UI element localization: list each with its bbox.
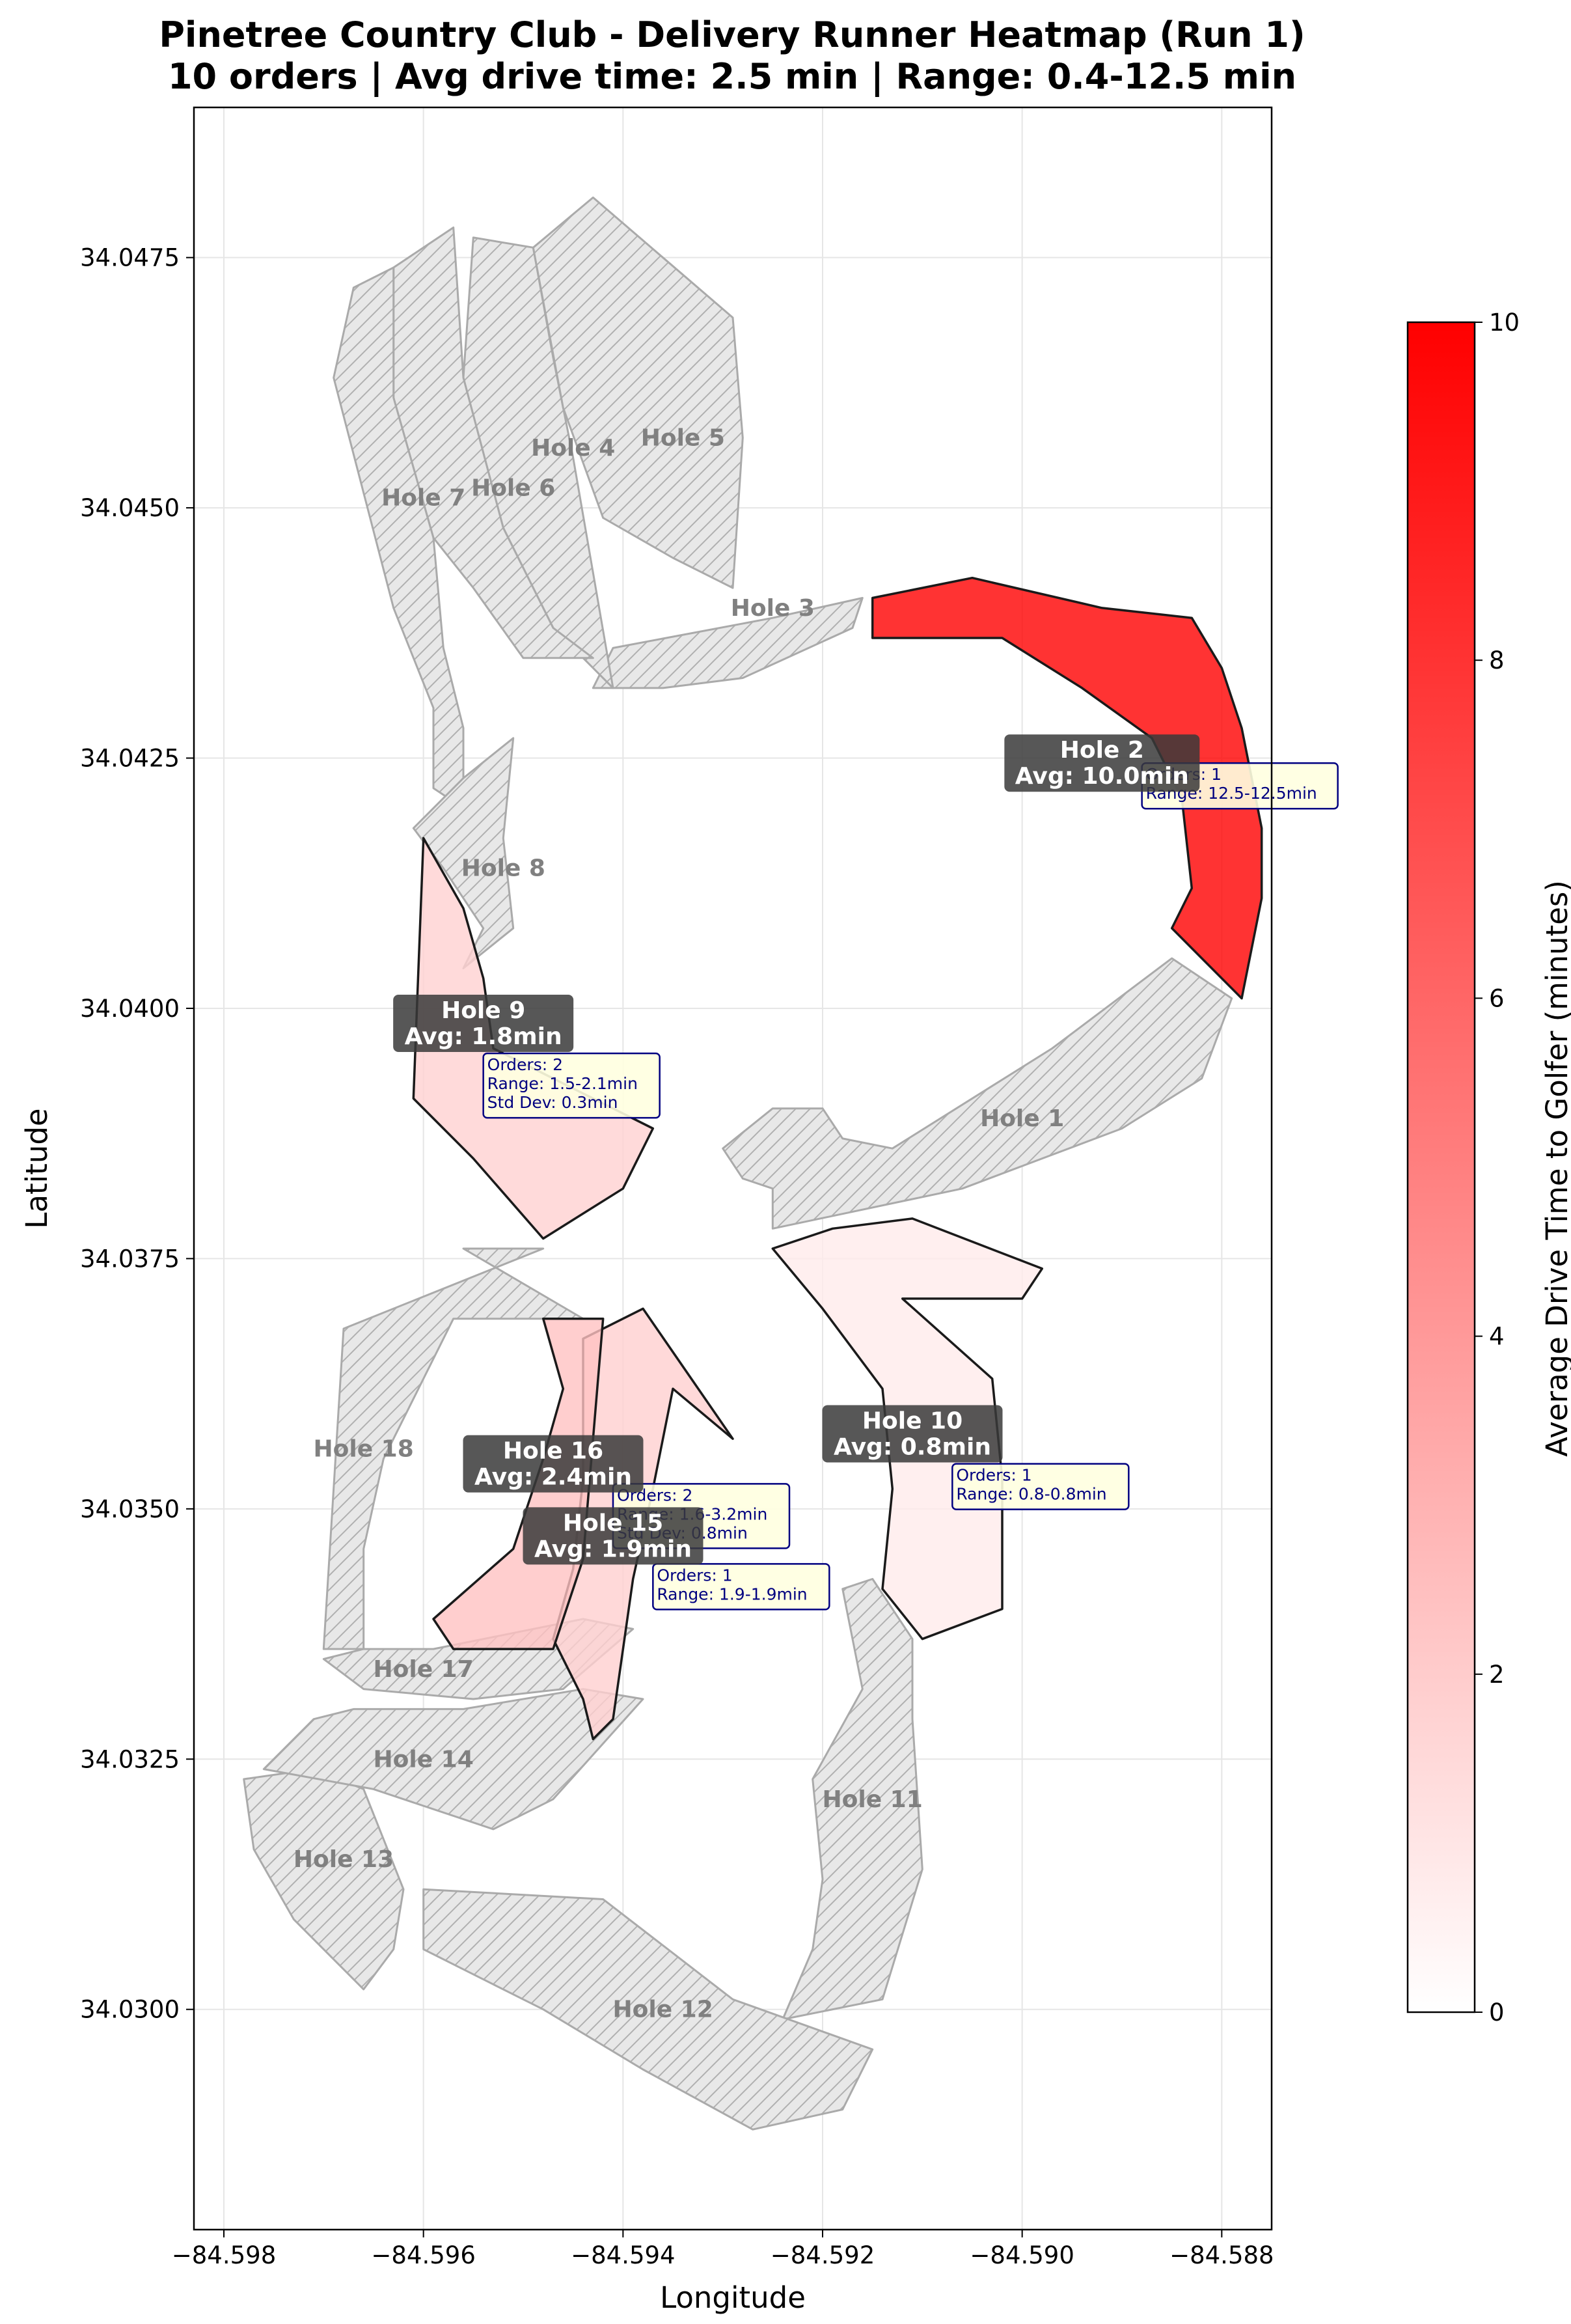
y-tick-label: 34.0350 <box>80 1495 180 1523</box>
y-axis-ticks: 34.0300 34.0325 34.0350 34.0375 34.0400 34.04… <box>80 244 194 2024</box>
x-tick-label: −84.590 <box>970 2241 1074 2269</box>
y-tick-label: 34.0375 <box>80 1245 180 1273</box>
y-tick-label: 34.0475 <box>80 244 180 272</box>
colorbar-tick-label: 2 <box>1489 1661 1505 1689</box>
hole-9-badge-line: Avg: 1.8min <box>405 1023 562 1050</box>
hole-8-region <box>412 737 515 969</box>
hole-5-label: Hole 5 <box>641 424 725 451</box>
hole-15-info-line: Range: 1.9-1.9min <box>657 1584 807 1603</box>
hole-9-info-line: Orders: 2 <box>487 1055 563 1074</box>
y-tick-label: 34.0300 <box>80 1996 180 2024</box>
hole-9-badge-line: Hole 9 <box>441 997 525 1024</box>
x-tick-label: −84.596 <box>371 2241 475 2269</box>
hole-13-label: Hole 13 <box>294 1846 394 1873</box>
chart-subtitle: 10 orders | Avg drive time: 2.5 min | Ra… <box>168 56 1296 97</box>
colorbar-tick-label: 10 <box>1489 309 1520 337</box>
x-tick-label: −84.598 <box>172 2241 276 2269</box>
colorbar <box>1406 321 1476 2013</box>
hole-18-label: Hole 18 <box>314 1436 414 1463</box>
hole-10-badge-line: Hole 10 <box>862 1408 963 1435</box>
x-tick-label: −84.594 <box>571 2241 675 2269</box>
hole-5-region <box>532 196 744 589</box>
hole-2-badge-line: Hole 2 <box>1060 737 1144 764</box>
hole-9-badge-box <box>393 995 574 1053</box>
hole-11-label: Hole 11 <box>823 1786 923 1813</box>
hole-2-badge-box <box>1004 734 1200 792</box>
colorbar-tick-label: 4 <box>1489 1323 1505 1351</box>
x-axis-label: Longitude <box>660 2280 806 2315</box>
hole-16-badge-box <box>463 1435 644 1493</box>
hole-12-region <box>422 1888 874 2131</box>
hole-11-region <box>782 1578 923 2021</box>
hole-15-badge-line: Avg: 1.9min <box>534 1536 692 1562</box>
hole-2-heat-region <box>871 576 1263 1000</box>
y-tick-label: 34.0425 <box>80 745 180 773</box>
hole-9-heat-region <box>412 837 655 1240</box>
y-tick-label: 34.0450 <box>80 494 180 522</box>
y-tick-label: 34.0325 <box>80 1745 180 1773</box>
hole-10-badge-line: Avg: 0.8min <box>834 1434 991 1461</box>
hole-1-label: Hole 1 <box>980 1105 1064 1132</box>
chart-title: Pinetree Country Club - Delivery Runner … <box>159 14 1305 55</box>
colorbar-tick-label: 0 <box>1489 1999 1505 2027</box>
colorbar-tick-label: 6 <box>1489 984 1505 1012</box>
hole-14-label: Hole 14 <box>374 1746 474 1773</box>
hole-9-info-line: Std Dev: 0.3min <box>487 1093 618 1112</box>
hole-17-label: Hole 17 <box>374 1656 474 1683</box>
x-tick-label: −84.588 <box>1169 2241 1274 2269</box>
hole-6-label: Hole 6 <box>471 475 555 501</box>
hole-1-region <box>722 957 1233 1230</box>
colorbar-label: Average Drive Time to Golfer (minutes) <box>1540 880 1571 1457</box>
hole-12-label: Hole 12 <box>613 1997 713 2023</box>
hole-9-info-line: Range: 1.5-2.1min <box>487 1074 638 1093</box>
hole-15-badge-line: Hole 15 <box>563 1510 663 1536</box>
hole-16-badge-line: Avg: 2.4min <box>474 1464 632 1491</box>
colorbar-tick-label: 8 <box>1489 646 1505 674</box>
hole-7-label: Hole 7 <box>381 485 465 512</box>
hole-15-info-box <box>652 1563 830 1611</box>
hole-2-badge-line: Avg: 10.0min <box>1015 763 1189 790</box>
hole-15-info-line: Orders: 1 <box>657 1566 732 1584</box>
hole-10-info-box <box>951 1463 1130 1510</box>
hole-4-label: Hole 4 <box>531 435 615 462</box>
hole-16-badge-line: Hole 16 <box>503 1438 603 1465</box>
hole-3-label: Hole 3 <box>731 595 815 622</box>
hole-15-badge-box <box>523 1507 704 1565</box>
hole-18-region <box>322 1247 584 1650</box>
y-tick-label: 34.0400 <box>80 995 180 1023</box>
hole-3-region <box>592 597 864 689</box>
hole-9-info-box <box>482 1052 661 1119</box>
colorbar-ticks: 0 2 4 6 8 10 <box>1475 309 1520 2027</box>
y-axis-label: Latitude <box>20 1108 54 1228</box>
x-tick-label: −84.592 <box>771 2241 875 2269</box>
hole-8-label: Hole 8 <box>461 855 545 882</box>
hole-10-info-line: Range: 0.8-0.8min <box>956 1485 1106 1504</box>
x-axis-ticks: −84.598 −84.596 −84.594 −84.592 −84.590 −84.5… <box>172 2230 1274 2269</box>
hole-10-info-line: Orders: 1 <box>956 1466 1031 1485</box>
plot-frame <box>193 106 1273 2231</box>
hole-10-badge-box <box>822 1405 1003 1463</box>
